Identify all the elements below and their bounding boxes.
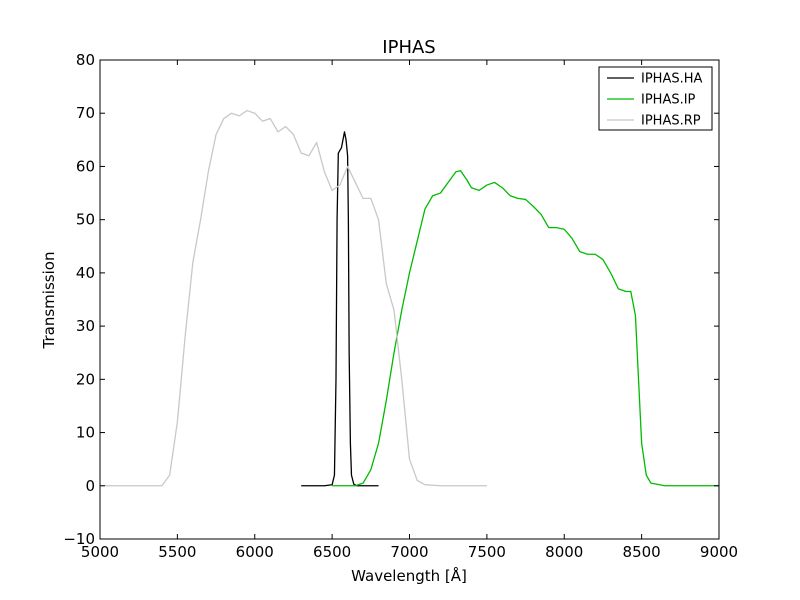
x-tick-label: 7500 [468, 543, 506, 561]
x-tick-label: 9000 [700, 543, 738, 561]
series-line-iphas-rp [100, 109, 487, 487]
legend-entry-label: IPHAS.HA [641, 72, 703, 87]
plot-frame [99, 59, 720, 540]
chart-title: IPHAS [382, 37, 435, 58]
x-tick-label: 7000 [390, 543, 428, 561]
y-tick-label: 0 [85, 477, 95, 495]
y-tick-label: −10 [63, 530, 95, 548]
x-tick-label: 5500 [158, 543, 196, 561]
axis-ticks: 5000 5500 6000 6500 7000 7500 8000 8500 9000 −10 0… [63, 51, 738, 561]
series-lines [100, 109, 719, 487]
x-tick-label: 8500 [623, 543, 661, 561]
x-tick-label: 8000 [545, 543, 583, 561]
y-tick-label: 20 [76, 370, 95, 388]
y-tick-label: 70 [76, 104, 95, 122]
legend: IPHAS.HA IPHAS.IP IPHAS.RP [598, 66, 713, 131]
legend-entry-label: IPHAS.RP [641, 114, 701, 129]
y-tick-label: 10 [76, 424, 95, 442]
y-tick-label: 80 [76, 51, 95, 69]
x-tick-label: 6000 [236, 543, 274, 561]
x-tick-label: 5000 [81, 543, 119, 561]
x-axis-label: Wavelength [Å] [351, 566, 467, 585]
y-tick-label: 50 [76, 211, 95, 229]
y-axis-label: Transmission [40, 252, 58, 350]
y-tick-label: 60 [76, 157, 95, 175]
y-tick-label: 30 [76, 317, 95, 335]
series-line-iphas-ha [301, 131, 379, 487]
series-line-iphas-ip [332, 170, 719, 487]
legend-entry-label: IPHAS.IP [641, 93, 696, 108]
plot-area [99, 59, 720, 540]
y-tick-label: 40 [76, 264, 95, 282]
x-tick-label: 6500 [313, 543, 351, 561]
